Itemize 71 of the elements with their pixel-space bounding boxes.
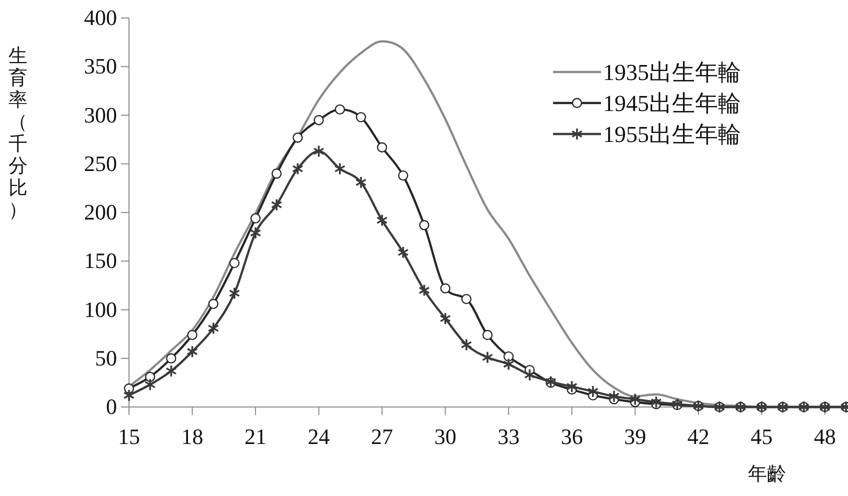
point	[123, 388, 135, 402]
point	[334, 162, 346, 176]
x-tick-label: 30	[434, 424, 456, 449]
point	[545, 375, 556, 388]
point	[292, 132, 303, 143]
point	[270, 198, 282, 212]
point	[250, 226, 262, 240]
point	[502, 358, 514, 371]
y-tick-label: 100	[84, 296, 117, 322]
y-tick-label: 400	[84, 5, 117, 30]
y-tick-label: 50	[95, 345, 117, 370]
point	[503, 351, 514, 362]
x-axis-title: 年齡	[748, 463, 786, 485]
x-tick-label: 21	[244, 424, 267, 449]
point	[397, 246, 409, 259]
point	[440, 312, 451, 325]
point	[229, 258, 240, 268]
x-tick-label: 15	[118, 424, 140, 449]
y-tick-label: 200	[84, 200, 117, 224]
point	[144, 378, 156, 392]
point	[186, 345, 198, 358]
legend-label: 1945出生年輪	[603, 91, 741, 116]
y-tick-label: 350	[84, 54, 117, 79]
legend-label: 1935出生年輪	[603, 60, 741, 85]
point	[144, 372, 156, 382]
point	[566, 380, 578, 393]
point	[313, 144, 324, 158]
point	[292, 162, 304, 176]
point	[418, 284, 430, 297]
point	[228, 286, 240, 300]
point	[524, 368, 536, 382]
x-tick-label: 36	[560, 424, 583, 449]
point	[250, 213, 261, 224]
point	[482, 351, 494, 364]
point	[166, 364, 177, 378]
x-tick-label: 27	[371, 424, 394, 449]
y-tick-label: 250	[84, 150, 117, 176]
x-tick-label: 24	[308, 424, 330, 449]
point	[629, 392, 641, 406]
point	[208, 322, 220, 335]
point	[166, 353, 176, 364]
point	[461, 294, 472, 304]
point	[272, 168, 282, 179]
x-tick-label: 39	[624, 424, 646, 449]
x-tick-label: 33	[498, 424, 520, 449]
point	[398, 170, 408, 181]
point	[419, 220, 430, 230]
y-tick-label: 300	[84, 102, 117, 128]
point	[208, 298, 218, 310]
point	[587, 385, 599, 398]
point	[650, 396, 662, 409]
x-tick-label: 45	[750, 424, 773, 449]
point	[124, 383, 134, 394]
point	[314, 115, 324, 126]
point	[440, 283, 450, 294]
point	[376, 142, 388, 152]
x-tick-label: 48	[814, 424, 836, 449]
y-tick-label: 150	[84, 248, 117, 274]
point	[376, 214, 388, 227]
x-tick-label: 42	[687, 424, 710, 449]
point	[356, 112, 366, 122]
y-axis-title: 生育率（千分比）	[8, 45, 28, 221]
point	[608, 390, 620, 403]
point	[187, 330, 198, 340]
legend-label: 1955出生年輪	[603, 122, 741, 147]
point	[334, 104, 345, 115]
y-tick-label: 0	[106, 394, 117, 419]
point	[482, 330, 493, 340]
point	[460, 338, 472, 352]
x-tick-label: 18	[181, 424, 204, 449]
point	[355, 176, 367, 189]
